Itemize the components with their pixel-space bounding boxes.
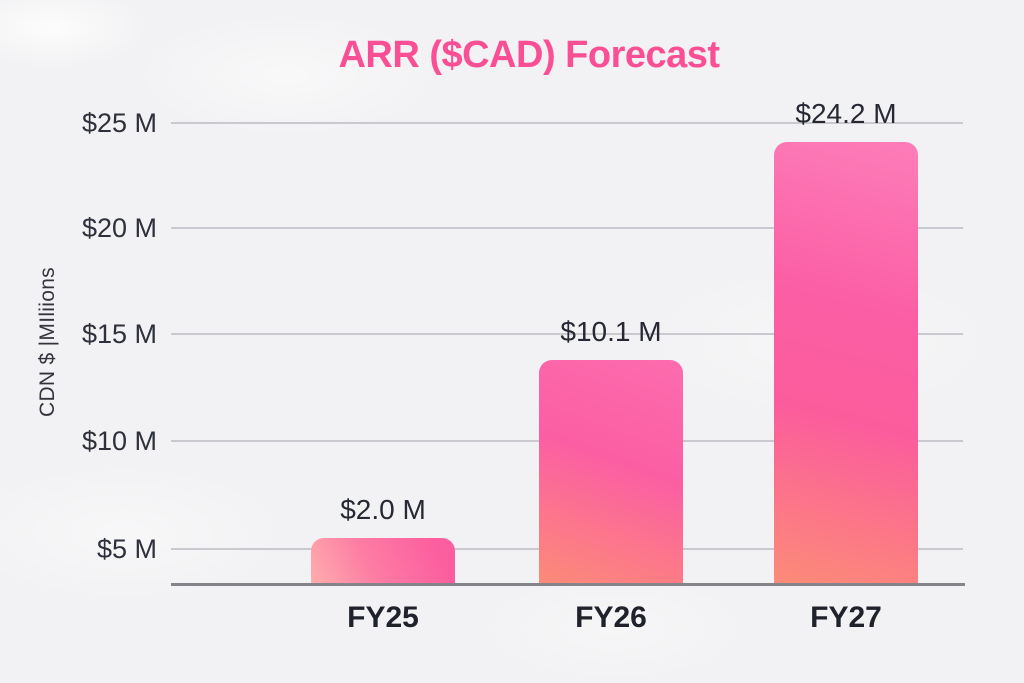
x-axis-baseline [171, 583, 965, 586]
gridline-20m [171, 227, 963, 229]
bar-fy25 [311, 538, 455, 584]
y-tick-label-25m: $25 M [81, 108, 157, 138]
x-tick-label-fy26: FY26 [575, 601, 647, 634]
gridline-25m [171, 122, 963, 124]
bar-value-label-fy25: $2.0 M [340, 494, 426, 525]
bar-value-label-fy26: $10.1 M [560, 316, 662, 347]
bar-fy27 [774, 142, 918, 584]
y-tick-label-15m: $15 M [81, 319, 157, 349]
y-tick-label-10m: $10 M [81, 426, 157, 456]
y-tick-label-20m: $20 M [81, 213, 157, 243]
gridline-15m [171, 333, 963, 335]
bar-value-label-fy27: $24.2 M [795, 98, 897, 129]
x-tick-label-fy25: FY25 [347, 601, 419, 634]
y-tick-label-5m: $5 M [96, 534, 157, 564]
x-tick-label-fy27: FY27 [810, 601, 882, 634]
bar-fy26 [539, 360, 683, 584]
chart-title: ARR ($CAD) Forecast [338, 34, 720, 76]
